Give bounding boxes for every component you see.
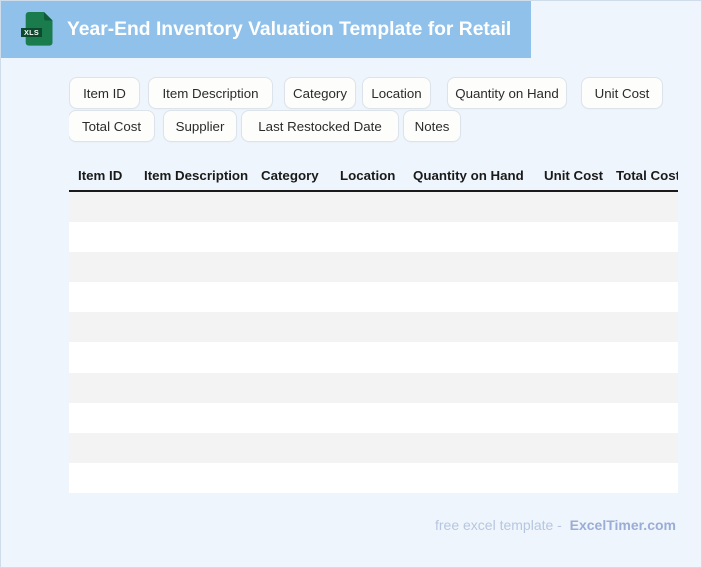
svg-text:XLS: XLS: [24, 27, 39, 36]
